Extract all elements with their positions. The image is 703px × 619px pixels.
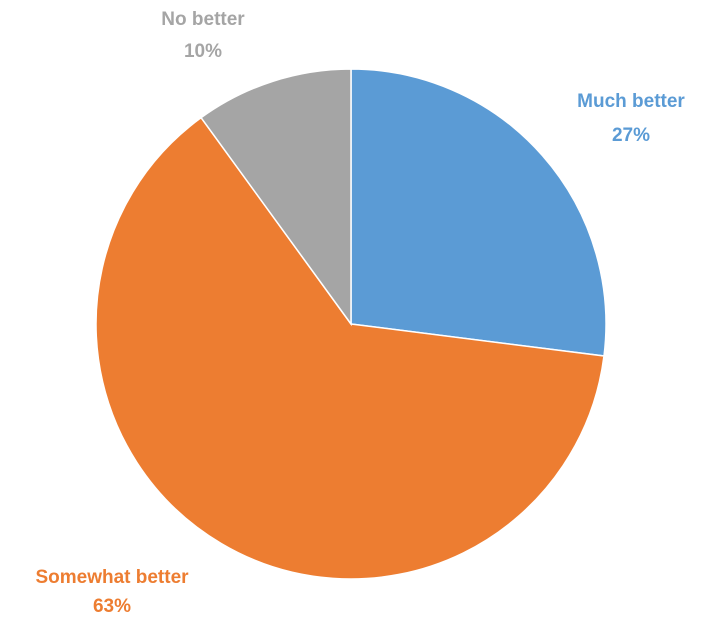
slice-category-label: No better [161, 9, 245, 30]
slice-value-label: 10% [184, 41, 222, 62]
pie-slices [95, 68, 607, 580]
slice-label-somewhat-better: Somewhat better 63% [35, 567, 189, 617]
slice-category-label: Much better [577, 91, 685, 112]
slice-label-much-better: Much better 27% [577, 91, 685, 146]
slice-category-label: Somewhat better [35, 567, 189, 588]
slice-value-label: 63% [93, 596, 131, 617]
pie-slice-somewhat-better [95, 116, 605, 580]
slice-value-label: 27% [612, 125, 650, 146]
pie-slice-no-better [200, 68, 352, 327]
slice-label-no-better: No better 10% [161, 9, 245, 62]
pie-slice-much-better [350, 68, 607, 357]
